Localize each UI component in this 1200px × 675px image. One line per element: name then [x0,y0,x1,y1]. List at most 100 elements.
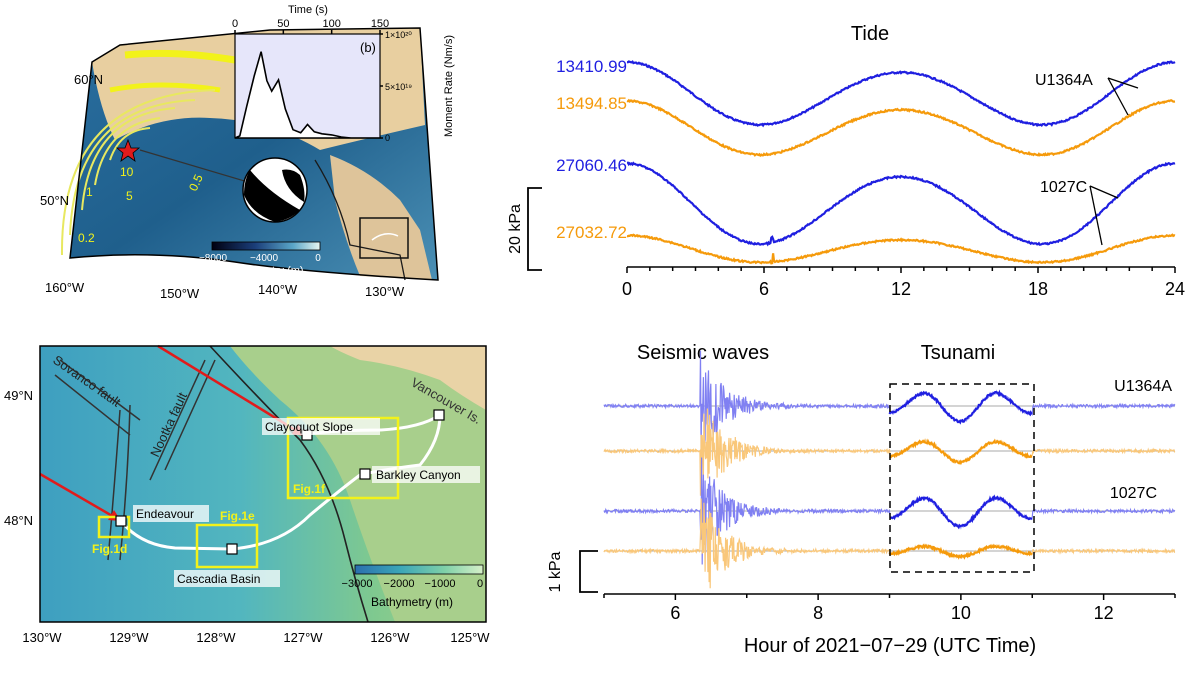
contour-line [69,99,196,236]
colorbar-tick: −4000 [250,253,279,264]
x-tick-label: 10 [951,603,971,623]
x-tick-label: 6 [670,603,680,623]
lat-label: 60°N [74,72,103,87]
tide-series-line [626,98,1176,158]
station-label: 1027C [1110,485,1157,502]
contour-line [109,127,151,161]
x-tick-label: 0 [622,279,632,299]
seismic-series-line [603,350,1176,452]
study-area-box [359,217,409,259]
x-tick-label: 24 [1165,279,1185,299]
lon-label: 127°W [283,630,323,645]
site-marker [226,543,238,555]
lon-label: 126°W [370,630,410,645]
epicenter-star [115,138,141,162]
inset-ylabel: Moment Rate (Nm/s) [443,35,455,137]
bottom-map-shelf [230,346,486,622]
inset-xtick-label: 150 [371,18,389,30]
fig-label: Fig.1f [293,482,326,496]
lon-label: 125°W [450,630,490,645]
trench-line [314,159,406,281]
colorbar-tick: −3000 [342,578,373,590]
station-pointer [1089,185,1119,199]
place-label: Cascadia Basin [177,572,260,586]
station-pointer [1107,77,1139,89]
ridge-segment [107,409,121,561]
label-bg [262,418,380,435]
bottom-map-frame [39,345,487,623]
colorbar-tick: −1000 [425,578,456,590]
cable-route [371,233,399,241]
tide-series-line [626,161,1176,247]
lon-label: 130°W [365,284,405,299]
scale-bar [527,187,542,271]
seismic-xticks: 6 8 10 12 [603,594,1176,623]
inset-panel-label: (b) [360,40,376,55]
aftershock-band [124,49,236,64]
contour-label: 5 [126,189,133,203]
scale-bar-label: 1 kPa [547,551,564,592]
colorbar-tick: 0 [315,253,321,264]
contour-label: 1 [86,185,93,199]
fig-label: Fig.1e [220,509,255,523]
fig-box-1d [97,515,131,539]
lat-label: 49°N [4,388,33,403]
lon-label: 130°W [22,630,62,645]
label-bg [174,570,280,587]
station-pointer [1107,77,1129,116]
contour-line [60,89,216,256]
aftershock-band [109,82,221,93]
fig-label: Fig.1d [92,542,127,556]
tsunami-series-line [888,543,1033,560]
tide-chart: Tide 13410.99 13494.85 27060.46 27032.72… [507,23,1185,299]
scale-bar-label: 20 kPa [507,204,524,254]
site-marker [359,468,371,480]
annotation: Seismic waves [637,342,769,364]
contour-line [81,107,176,211]
colorbar-tick: −8000 [199,253,228,264]
colorbar-label: Bathymetry (m) [371,595,453,609]
colorbar-tick: −2000 [384,578,415,590]
lon-label: 140°W [258,282,298,297]
contour-label: 10 [120,165,134,179]
inset-ytick-label: 1×10²⁰ [385,30,412,40]
scale-bar [579,550,598,593]
cable-arrow-west [39,472,122,523]
ridge-segment [119,404,131,561]
place-label: Clayoquot Slope [265,420,353,434]
offset-label: 27032.72 [556,223,627,242]
inset-ytick-label: 0 [385,133,390,143]
bottom-lon-labels: 130°W 129°W 128°W 127°W 126°W 125°W [22,630,490,645]
offset-label: 13410.99 [556,57,627,76]
inset-xtick-label: 100 [322,18,340,30]
lon-label: 129°W [109,630,149,645]
bottom-map: Clayoquot Slope Barkley Canyon Endeavour… [4,344,490,645]
tide-series-group [626,60,1176,265]
contour-line [94,117,161,186]
top-map-frame [69,27,439,281]
beachball-compression [282,169,305,202]
site-marker [115,515,127,527]
fig-box-1e [195,523,259,569]
beachball-compression [244,170,300,222]
seismic-series-line [603,457,1176,565]
lat-label: 50°N [40,193,69,208]
site-marker [433,409,445,421]
station-label: 1027C [1040,179,1087,196]
colorbar-tick: 0 [477,578,483,590]
lon-label: 160°W [45,280,85,295]
tsunami-series-line [889,438,1033,466]
bottom-map-land [330,346,486,410]
x-tick-label: 6 [759,279,769,299]
annotation: Tsunami [921,342,995,364]
label-bg [372,466,480,483]
moment-rate-inset: (b) Time (s) 0 50 100 150 1×10²⁰ 5×10¹⁹ 0 M… [232,4,455,143]
inset-xtick-label: 0 [232,18,238,30]
fault-trace [59,359,141,421]
place-label: Endeavour [136,507,194,521]
station-label: U1364A [1035,72,1093,89]
lat-label: 48°N [4,513,33,528]
moment-rate-curve [234,51,380,139]
tide-xticks: 0 6 12 18 24 [622,267,1185,299]
station-pointer [1089,185,1103,246]
